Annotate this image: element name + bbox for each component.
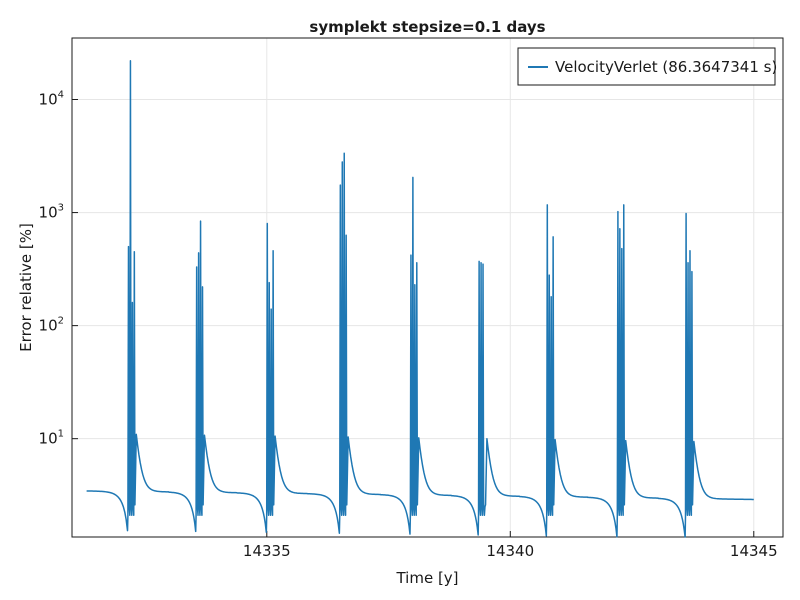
y-tick-label: 103 bbox=[39, 203, 64, 222]
y-axis-label: Error relative [%] bbox=[17, 223, 35, 352]
y-tick-label: 102 bbox=[39, 316, 64, 335]
chart-title: symplekt stepsize=0.1 days bbox=[309, 18, 545, 36]
grid bbox=[72, 38, 783, 537]
axis-ticks: 14335 14340 14345 101 102 103 104 bbox=[39, 90, 778, 560]
x-tick-label: 14335 bbox=[243, 542, 291, 560]
legend-box bbox=[517, 47, 776, 86]
legend-label: VelocityVerlet (86.3647341 s) bbox=[555, 58, 777, 76]
legend: VelocityVerlet (86.3647341 s) bbox=[517, 47, 777, 86]
x-axis-label: Time [y] bbox=[395, 569, 458, 587]
x-tick-label: 14340 bbox=[486, 542, 534, 560]
plot-frame bbox=[71, 37, 784, 538]
series-line bbox=[86, 60, 754, 538]
y-tick-label: 101 bbox=[39, 429, 64, 448]
y-tick-label: 104 bbox=[39, 90, 64, 109]
x-tick-label: 14345 bbox=[730, 542, 778, 560]
